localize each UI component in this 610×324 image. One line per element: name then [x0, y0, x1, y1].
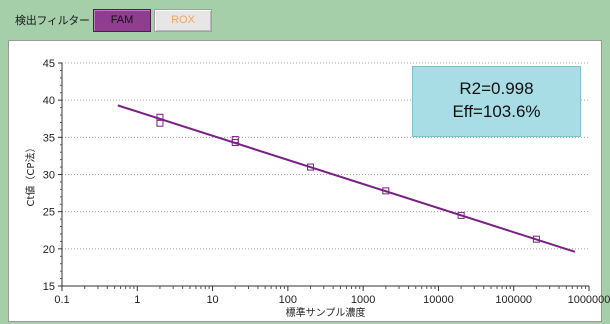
x-tick-label: 1 — [134, 294, 140, 306]
y-tick-label: 40 — [43, 95, 55, 107]
y-tick-label: 20 — [43, 244, 55, 256]
axis-layer: 15 20 25 30 35 40 45 0.1 1 10 100 1000 10000 100000 10… — [43, 58, 610, 306]
data-point — [156, 119, 164, 127]
efficiency-value: Eff=103.6% — [452, 102, 541, 121]
fit-layer — [117, 104, 576, 253]
data-point — [231, 139, 239, 147]
y-tick-label: 15 — [43, 281, 55, 293]
data-point — [532, 235, 540, 243]
x-tick-label: 0.1 — [54, 294, 69, 306]
x-axis-title: 標準サンプル濃度 — [286, 306, 366, 319]
grid-layer — [62, 62, 589, 250]
r2-value: R2=0.998 — [459, 79, 534, 98]
x-tick-label: 10000 — [423, 294, 454, 306]
y-axis-title: Ct値（CP法） — [24, 143, 37, 207]
filter-label: 検出フィルター — [15, 14, 90, 27]
fam-filter-button[interactable]: FAM — [93, 9, 151, 32]
point-layer — [156, 113, 540, 243]
x-tick-label: 1000 — [351, 294, 375, 306]
y-tick-label: 45 — [43, 58, 55, 70]
x-tick-label: 1000000 — [568, 294, 610, 306]
y-tick-label: 35 — [43, 132, 55, 144]
filter-bar: 検出フィルター FAM ROX — [0, 0, 610, 37]
x-tick-label: 100 — [279, 294, 297, 306]
data-point — [382, 187, 390, 195]
data-point — [457, 211, 465, 219]
fit-line — [117, 104, 576, 253]
fit-stats-box: R2=0.998 Eff=103.6% — [412, 66, 581, 137]
y-tick-label: 25 — [43, 207, 55, 219]
rox-filter-button[interactable]: ROX — [154, 9, 212, 32]
x-tick-label: 10 — [206, 294, 218, 306]
data-point — [307, 163, 315, 171]
y-tick-label: 30 — [43, 170, 55, 182]
x-tick-label: 100000 — [495, 294, 532, 306]
